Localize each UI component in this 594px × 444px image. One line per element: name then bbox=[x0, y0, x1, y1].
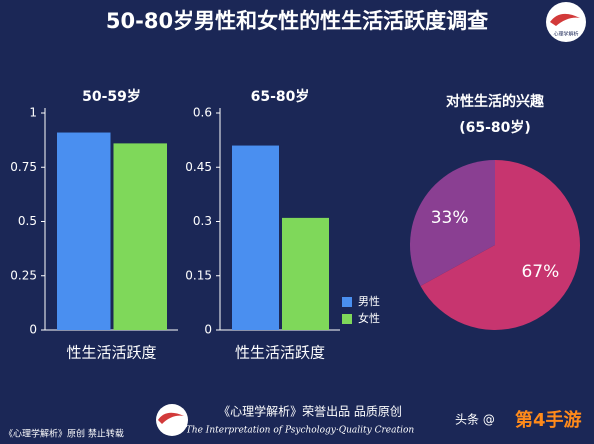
y-tick-label: 0.75 bbox=[10, 160, 37, 174]
pie-label: 33% bbox=[431, 208, 469, 228]
legend-swatch bbox=[342, 314, 352, 324]
watermark: 第4手游 bbox=[515, 409, 582, 431]
bar bbox=[113, 143, 167, 330]
logo bbox=[546, 2, 586, 42]
y-tick-label: 0.15 bbox=[185, 268, 212, 282]
logo-shape bbox=[550, 13, 580, 26]
y-tick-label: 0 bbox=[204, 323, 212, 337]
y-tick-label: 0.5 bbox=[18, 214, 37, 228]
chart-subtitle: (65-80岁) bbox=[459, 119, 531, 136]
chart-title: 对性生活的兴趣 bbox=[446, 93, 545, 110]
footer-logo-shape bbox=[158, 412, 184, 424]
legend-label: 男性 bbox=[358, 294, 380, 308]
y-tick-label: 0.3 bbox=[193, 214, 212, 228]
x-tick-label: 性生活活跃度 bbox=[66, 344, 156, 362]
x-tick-label: 性生活活跃度 bbox=[235, 344, 325, 362]
y-tick-label: 0.25 bbox=[10, 268, 37, 282]
y-tick-label: 0.6 bbox=[193, 106, 212, 120]
pie-slice bbox=[420, 160, 580, 331]
pie-slice bbox=[410, 160, 495, 286]
bar bbox=[282, 217, 329, 330]
footer-logo bbox=[156, 404, 188, 436]
bar bbox=[232, 145, 279, 330]
footer-left: 《心理学解析》原创 禁止转载 bbox=[4, 428, 124, 440]
logo-text: 心理学解析 bbox=[553, 31, 578, 38]
y-tick-label: 0 bbox=[29, 323, 37, 337]
chart-title: 50-59岁 bbox=[82, 88, 141, 105]
footer-tagline: The Interpretation of Psychology·Quality… bbox=[186, 426, 415, 436]
page-title: 50-80岁男性和女性的性生活活跃度调查 bbox=[106, 9, 488, 33]
y-tick-label: 1 bbox=[29, 106, 37, 120]
chart-title: 65-80岁 bbox=[251, 88, 310, 105]
legend-swatch bbox=[342, 297, 352, 307]
legend-label: 女性 bbox=[358, 311, 380, 325]
pie-label: 67% bbox=[521, 262, 559, 282]
footer-source: 头条 @ bbox=[455, 413, 495, 427]
y-tick-label: 0.45 bbox=[185, 160, 212, 174]
bar bbox=[57, 132, 111, 330]
footer-center: 《心理学解析》荣誉出品 品质原创 bbox=[218, 404, 402, 419]
